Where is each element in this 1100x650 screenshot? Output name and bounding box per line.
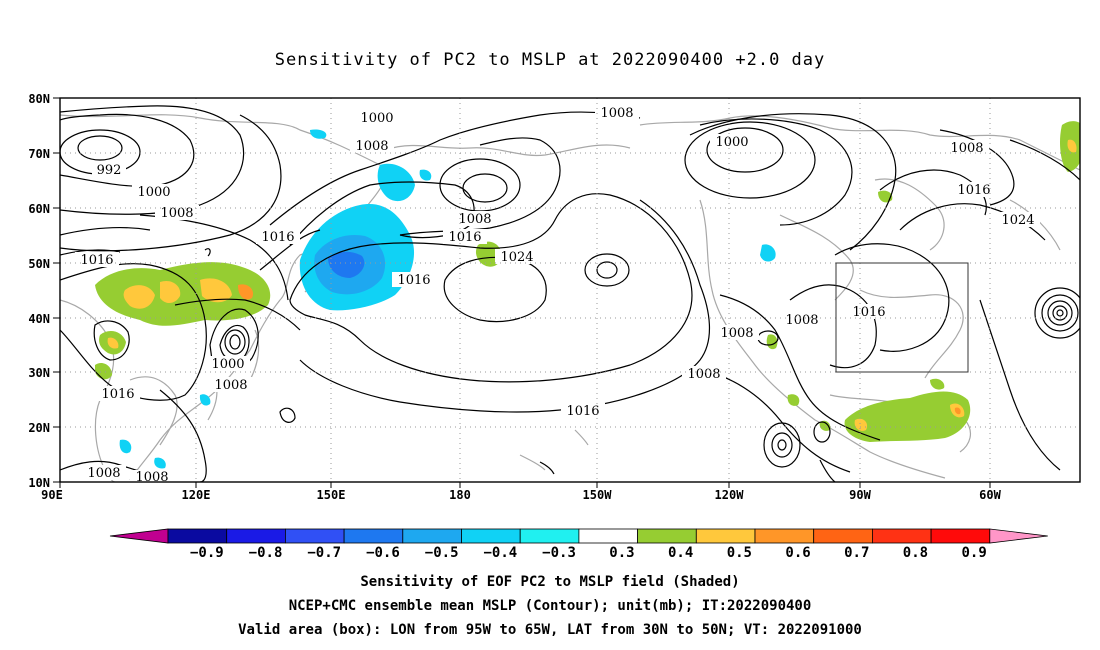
colorbar-label: 0.4 [668, 545, 693, 561]
lat-tick-label: 70N [28, 147, 50, 161]
caption-line-3: Valid area (box): LON from 95W to 65W, L… [238, 622, 862, 638]
contour-label: 1008 [687, 367, 720, 382]
lat-tick-label: 60N [28, 202, 50, 216]
contour-label: 1000 [137, 185, 170, 200]
contour-label: 1016 [80, 253, 113, 268]
colorbar-swatch [930, 528, 991, 544]
colorbar-label: 0.3 [609, 545, 634, 561]
colorbar-label: 0.6 [785, 545, 810, 561]
lon-tick-label: 90W [849, 488, 871, 502]
contour-label: 1008 [214, 378, 247, 393]
contour-label: 1016 [261, 230, 294, 245]
contour-label: 1008 [87, 466, 120, 481]
colorbar-label: −0.4 [483, 545, 517, 561]
colorbar-label: −0.9 [190, 545, 224, 561]
contour-label: 1008 [355, 139, 388, 154]
colorbar-swatch [637, 528, 697, 544]
contour-label-group: 1000 1008 992 1000 1008 1008 1016 1016 1… [75, 105, 1040, 485]
lon-tick-label: 120E [182, 488, 211, 502]
colorbar-swatch [578, 528, 639, 544]
valid-area-box [835, 262, 969, 373]
longitude-labels: 90E 120E 150E 180 150W 120W 90W 60W [41, 488, 1001, 502]
colorbar-label: 0.8 [903, 545, 928, 561]
contour-label: 1008 [160, 206, 193, 221]
map-border [59, 97, 1081, 483]
contour-label: 1016 [957, 183, 990, 198]
contour-label: 1016 [448, 230, 481, 245]
colorbar-swatch [461, 528, 521, 544]
positive-sensitivity-shading [95, 121, 1080, 442]
chart-title: Sensitivity of PC2 to MSLP at 2022090400… [274, 50, 826, 70]
caption-line-2: NCEP+CMC ensemble mean MSLP (Contour); u… [288, 598, 812, 614]
lat-tick-label: 80N [28, 92, 50, 106]
colorbar-swatch [167, 528, 228, 544]
contour-label: 992 [97, 163, 122, 178]
colorbar-label: −0.5 [425, 545, 459, 561]
lon-tick-label: 150W [583, 488, 613, 502]
contour-label: 1016 [566, 404, 599, 419]
mslp-contours [60, 105, 1080, 482]
contour-label: 1008 [600, 106, 633, 121]
colorbar: −0.9 −0.8 −0.7 −0.6 −0.5 −0.4 −0.3 0.3 0.4 0.5 0.6… [109, 528, 1048, 561]
colorbar-left-arrow [109, 528, 169, 544]
contour-label: 1016 [397, 273, 430, 288]
contour-label: 1024 [500, 250, 533, 265]
colorbar-swatch [343, 528, 404, 544]
lat-tick-label: 40N [28, 312, 50, 326]
lon-tick-label: 90E [41, 488, 63, 502]
contour-label: 1000 [715, 135, 748, 150]
contour-label: 1008 [950, 141, 983, 156]
colorbar-swatch [813, 528, 873, 544]
colorbar-label: 0.9 [962, 545, 987, 561]
negative-sensitivity-shading [119, 129, 776, 469]
contour-label: 1008 [135, 470, 168, 485]
contour-label: 1016 [101, 387, 134, 402]
colorbar-swatch [519, 528, 580, 544]
colorbar-swatch [695, 528, 756, 544]
colorbar-swatch [872, 528, 932, 544]
colorbar-label: −0.7 [307, 545, 341, 561]
contour-label: 1008 [720, 326, 753, 341]
colorbar-swatch [226, 528, 286, 544]
contour-label: 1024 [1001, 213, 1034, 228]
colorbar-label: −0.6 [366, 545, 400, 561]
contour-label: 1016 [852, 305, 885, 320]
colorbar-swatch [754, 528, 815, 544]
colorbar-label: 0.7 [844, 545, 869, 561]
colorbar-label: 0.5 [727, 545, 752, 561]
lat-tick-label: 20N [28, 421, 50, 435]
colorbar-label: −0.3 [542, 545, 576, 561]
contour-label: 1000 [360, 111, 393, 126]
lat-tick-label: 50N [28, 257, 50, 271]
lon-tick-label: 150E [317, 488, 346, 502]
axis-ticks [53, 97, 991, 488]
lat-tick-label: 30N [28, 366, 50, 380]
colorbar-label: −0.8 [249, 545, 283, 561]
lon-tick-label: 180 [449, 488, 471, 502]
contour-label: 1000 [211, 357, 244, 372]
colorbar-swatch [402, 528, 462, 544]
caption-line-1: Sensitivity of EOF PC2 to MSLP field (Sh… [360, 574, 740, 590]
latitude-labels: 80N 70N 60N 50N 40N 30N 20N 10N [28, 92, 50, 490]
colorbar-right-arrow [989, 528, 1048, 544]
lon-tick-label: 60W [979, 488, 1001, 502]
colorbar-swatch [284, 528, 345, 544]
contour-label: 1008 [458, 212, 491, 227]
contour-label: 1008 [785, 313, 818, 328]
lon-tick-label: 120W [715, 488, 745, 502]
lat-tick-label: 10N [28, 476, 50, 490]
